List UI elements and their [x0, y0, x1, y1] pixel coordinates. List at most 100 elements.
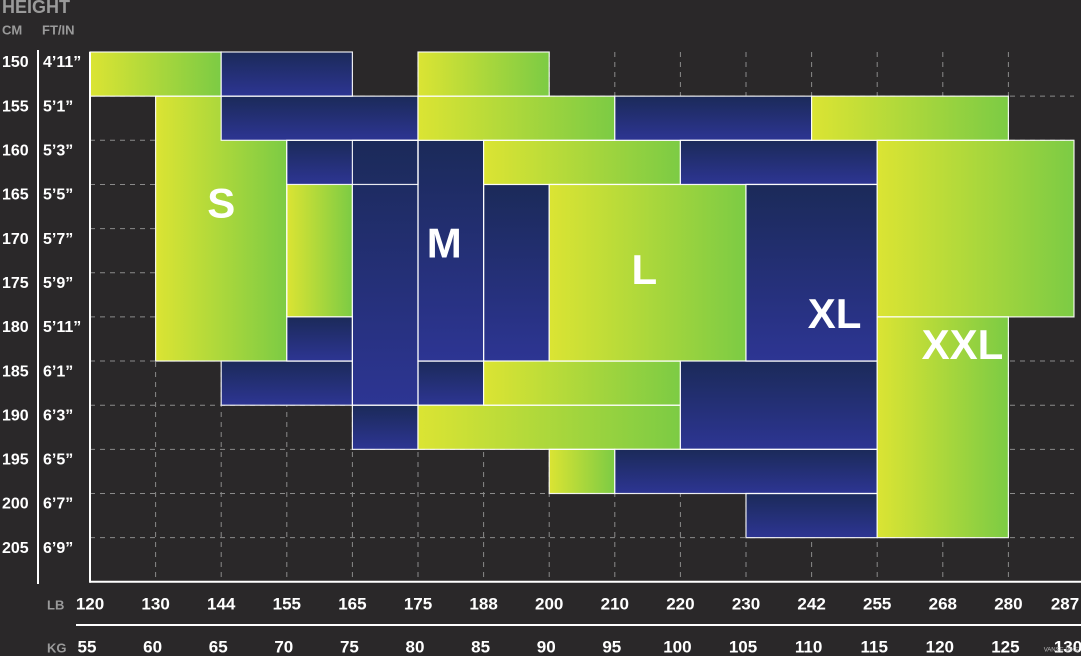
size-cell	[221, 96, 418, 141]
size-cell	[418, 96, 615, 141]
size-cell	[286, 316, 353, 362]
tick-label-ftin: 6’9”	[43, 540, 73, 557]
size-region-xl	[614, 95, 878, 539]
tick-label-kg: 75	[340, 637, 359, 656]
tick-label-cm: 205	[2, 540, 29, 557]
size-cell-outline	[220, 360, 353, 406]
tick-label-cm: 200	[2, 496, 29, 513]
tick-label-cm: 150	[2, 54, 29, 71]
tick-label-kg: 115	[860, 637, 887, 656]
tick-label-lb: 144	[207, 594, 236, 613]
tick-label-cm: 180	[2, 319, 29, 336]
tick-label-lb: 280	[994, 594, 1022, 613]
y-unit-ftin: FT/IN	[42, 22, 75, 37]
x-unit-lb: LB	[47, 597, 64, 612]
tick-label-kg: 130	[1054, 637, 1081, 656]
size-region-l	[417, 51, 747, 495]
tick-label-ftin: 6’3”	[43, 407, 73, 424]
size-labels: S M L XL XXL	[207, 180, 1003, 368]
tick-label-cm: 160	[2, 143, 29, 160]
tick-label-kg: 70	[274, 637, 293, 656]
tick-label-cm: 165	[2, 187, 29, 204]
size-cell	[483, 184, 550, 362]
tick-label-ftin: 5’3”	[43, 143, 73, 160]
size-cell	[418, 140, 484, 362]
y-unit-cm: CM	[2, 22, 22, 37]
watermark: VANSE BIKE	[1044, 648, 1079, 654]
size-cell	[352, 405, 418, 450]
tick-label-lb: 155	[273, 594, 301, 613]
tick-label-kg: 65	[209, 637, 228, 656]
tick-label-lb: 120	[76, 594, 104, 613]
tick-label-kg: 125	[991, 637, 1019, 656]
size-label-l: L	[631, 246, 657, 293]
tick-label-kg: 100	[663, 637, 691, 656]
tick-label-ftin: 5’1”	[43, 98, 73, 115]
size-cell	[680, 361, 878, 450]
tick-label-lb: 220	[666, 594, 694, 613]
size-cell	[221, 361, 353, 406]
tick-label-kg: 80	[406, 637, 425, 656]
tick-label-cm: 190	[2, 407, 29, 424]
size-cell	[352, 140, 418, 406]
tick-label-ftin: 5’9”	[43, 275, 73, 292]
tick-label-kg: 120	[926, 637, 954, 656]
tick-label-ftin: 6’1”	[43, 363, 73, 380]
size-cell	[549, 449, 615, 494]
tick-label-ftin: 5’7”	[43, 231, 73, 248]
size-cell	[877, 316, 1009, 538]
size-cell-outline	[876, 316, 1010, 539]
size-cell	[746, 493, 878, 538]
tick-label-lb: 130	[141, 594, 169, 613]
tick-label-lb: 175	[404, 594, 432, 613]
tick-label-ftin: 5’5”	[43, 187, 73, 204]
tick-label-lb: 165	[338, 594, 366, 613]
tick-label-ftin: 6’7”	[43, 496, 73, 513]
tick-label-cm: 155	[2, 98, 29, 115]
x-unit-kg: KG	[47, 640, 67, 655]
size-label-m: M	[427, 219, 462, 266]
size-regions	[89, 51, 1075, 539]
tick-label-lb: 230	[732, 594, 760, 613]
size-cell	[418, 52, 550, 97]
size-label-xl: XL	[808, 290, 862, 337]
size-label-xxl: XXL	[922, 321, 1004, 368]
tick-label-lb: 188	[469, 594, 497, 613]
tick-label-kg: 110	[795, 637, 822, 656]
tick-label-kg: 105	[729, 637, 757, 656]
size-cell	[746, 184, 878, 362]
size-cell	[221, 52, 353, 97]
tick-label-lb: 255	[863, 594, 891, 613]
tick-label-lb: 242	[797, 594, 825, 613]
tick-label-kg: 85	[471, 637, 490, 656]
tick-label-kg: 95	[602, 637, 621, 656]
size-cell	[877, 140, 1074, 317]
tick-label-lb: 287	[1051, 594, 1079, 613]
size-cell	[614, 96, 812, 141]
tick-label-cm: 170	[2, 231, 29, 248]
size-region-xxl	[810, 95, 1075, 539]
size-cell	[483, 361, 681, 406]
size-cell	[680, 140, 878, 185]
size-cell	[90, 52, 222, 97]
tick-label-cm: 195	[2, 452, 29, 469]
size-cell	[614, 449, 878, 494]
size-cell	[549, 184, 746, 362]
size-label-s: S	[207, 180, 235, 227]
tick-label-ftin: 5’11”	[43, 319, 81, 336]
size-cell	[483, 140, 681, 185]
tick-label-ftin: 6’5”	[43, 452, 73, 469]
size-cell	[811, 96, 1009, 141]
tick-label-cm: 185	[2, 363, 29, 380]
tick-label-lb: 268	[929, 594, 957, 613]
size-cell	[418, 405, 681, 450]
axes	[37, 50, 1081, 626]
tick-label-kg: 90	[537, 637, 556, 656]
tick-label-ftin: 4’11”	[43, 54, 81, 71]
tick-label-lb: 200	[535, 594, 563, 613]
tick-label-lb: 210	[601, 594, 629, 613]
y-axis-header: HEIGHT	[2, 0, 70, 17]
tick-label-kg: 60	[143, 637, 162, 656]
